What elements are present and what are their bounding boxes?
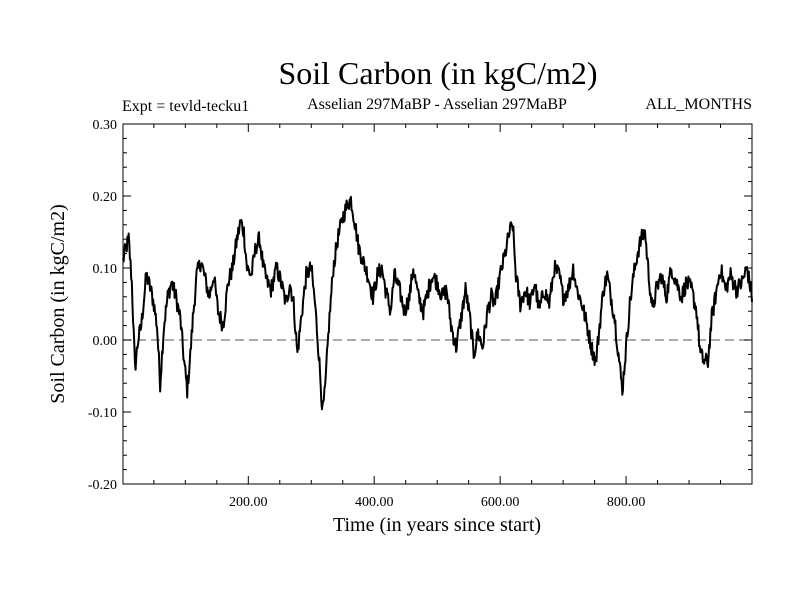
plot-area: -0.20 -0.10 0.00 0.10 0.20 0.30 200.00 400.00 60…: [88, 118, 753, 510]
y-tick-label: 0.20: [93, 190, 118, 205]
y-tick-label: 0.30: [93, 118, 118, 133]
y-tick-label: 0.10: [93, 262, 118, 277]
chart-subtitle-experiment: Expt = tevld-tecku1: [122, 98, 249, 115]
x-tick-label: 400.00: [355, 495, 394, 510]
x-tick-label: 800.00: [607, 495, 646, 510]
y-tick-label: -0.20: [88, 478, 117, 493]
x-tick-label: 200.00: [229, 495, 268, 510]
chart-subtitle-periods: Asselian 297MaBP - Asselian 297MaBP: [307, 96, 567, 113]
chart-title: Soil Carbon (in kgC/m2): [278, 55, 597, 91]
y-axis-label: Soil Carbon (in kgC/m2): [47, 204, 69, 403]
chart-subtitle-months: ALL_MONTHS: [645, 96, 752, 113]
y-tick-label: -0.10: [88, 406, 117, 421]
x-axis-label: Time (in years since start): [333, 514, 541, 536]
x-tick-label: 600.00: [481, 495, 520, 510]
series-line-soil-carbon: [122, 195, 753, 411]
y-tick-label: 0.00: [93, 334, 118, 349]
